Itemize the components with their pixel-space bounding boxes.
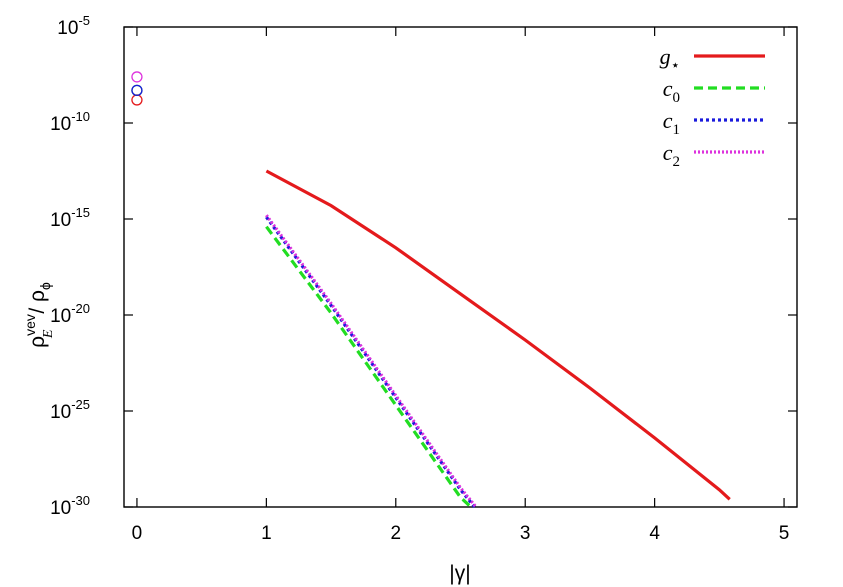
- y-axis-title-sub2: ϕ: [37, 282, 53, 290]
- legend-label-subscript: 1: [673, 122, 681, 138]
- series-line-0: [265, 169, 731, 501]
- y-tick-label-exponent: -25: [71, 397, 90, 412]
- x-tick-label: 3: [520, 523, 531, 544]
- y-tick-label: 10-15: [50, 205, 90, 231]
- y-axis-title: ρvev E / ρϕ: [22, 282, 56, 348]
- series-line-2: [265, 216, 476, 509]
- legend-label-subscript: 2: [673, 154, 681, 170]
- y-tick-label: 10-20: [50, 301, 90, 327]
- series-point-zero-2: [131, 84, 143, 97]
- legend-label-subscript: 0: [673, 90, 681, 106]
- legend-label-2: c1: [663, 108, 680, 138]
- x-tick-label: 0: [132, 523, 143, 544]
- y-tick-label-exponent: -30: [71, 493, 90, 508]
- x-axis-title: |γ|: [449, 562, 470, 585]
- x-tick-label: 1: [261, 523, 272, 544]
- series-point-zero-0: [131, 94, 143, 106]
- series-point-zero-3: [131, 71, 143, 83]
- legend-label-1: c0: [663, 76, 680, 106]
- y-tick-label-exponent: -20: [71, 301, 90, 316]
- legend-label-0: g⋆: [660, 44, 680, 74]
- x-tick-label: 5: [779, 523, 790, 544]
- y-axis-title-base2: ρ: [26, 290, 49, 302]
- y-tick-label: 10-25: [50, 397, 90, 423]
- y-axis-title-sup: vev: [22, 314, 38, 336]
- x-tick-label: 4: [649, 523, 660, 544]
- y-tick-label-exponent: -15: [71, 205, 90, 220]
- series-line-1: [265, 225, 472, 509]
- y-axis-title-divider: /: [26, 302, 49, 320]
- y-tick-label-exponent: -10: [71, 109, 90, 124]
- y-tick-label: 10-10: [50, 109, 90, 135]
- y-axis-title-base: ρ: [26, 336, 49, 348]
- legend-label-subscript: ⋆: [671, 58, 680, 74]
- y-axis-title-sub: E: [41, 329, 56, 339]
- legend-label-3: c2: [663, 140, 680, 170]
- plot-frame: [123, 26, 798, 508]
- x-tick-label: 2: [390, 523, 401, 544]
- series-line-3: [265, 214, 478, 509]
- y-tick-label: 10-5: [57, 13, 90, 39]
- y-tick-label: 10-30: [50, 493, 90, 519]
- y-tick-label-exponent: -5: [78, 13, 90, 28]
